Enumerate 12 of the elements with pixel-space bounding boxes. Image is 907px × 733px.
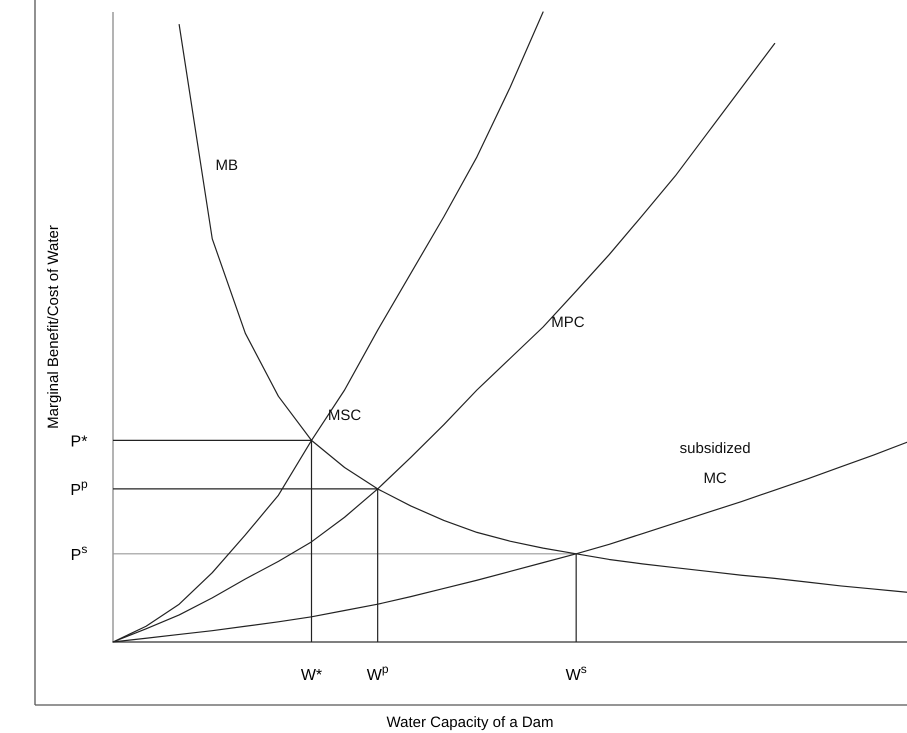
y-axis-title: Marginal Benefit/Cost of Water: [45, 225, 62, 429]
series-label: subsidized MC: [680, 440, 751, 487]
x-tick-label: W*: [300, 667, 322, 684]
x-tick-label: W$^{s}$: [566, 662, 587, 684]
series-label: MPC: [551, 314, 585, 331]
x-tick-label: W$^{p}$: [366, 662, 389, 684]
series-label: MB: [216, 157, 238, 174]
ref-line-label: P*: [70, 433, 88, 450]
series-label: MSC: [328, 407, 362, 424]
ref-line-label: P$^{s}$: [70, 542, 88, 564]
x-axis-title: Water Capacity of a Dam: [386, 714, 554, 731]
ref-line-label: P$^{p}$: [70, 476, 88, 499]
